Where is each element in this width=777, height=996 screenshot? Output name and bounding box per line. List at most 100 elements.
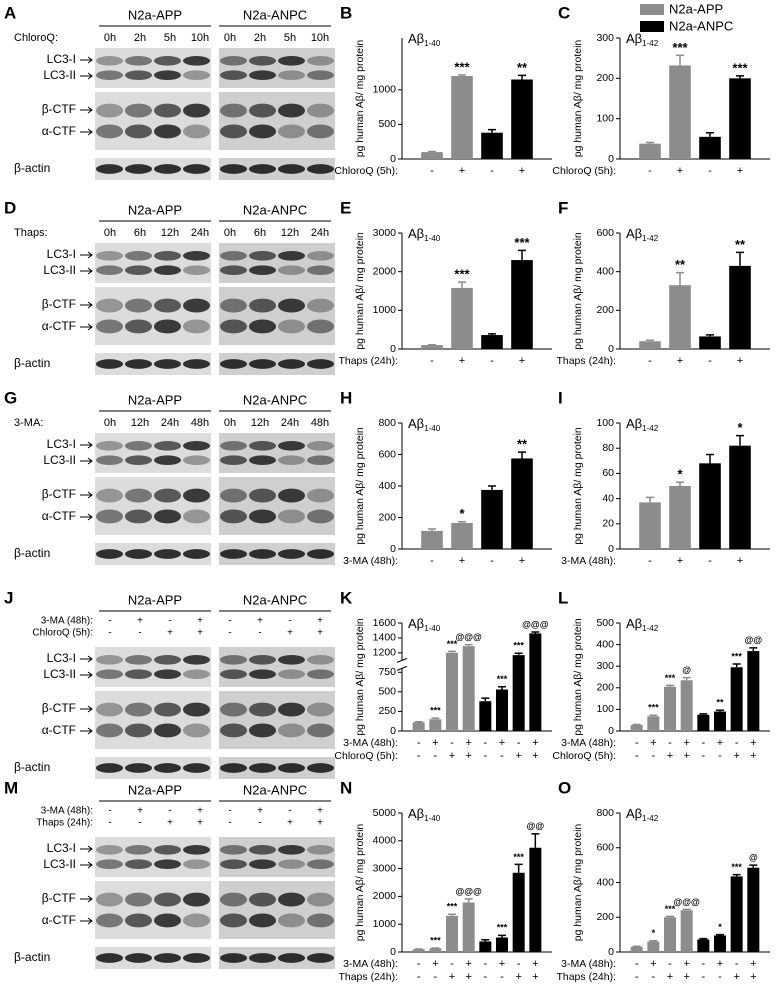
condition-label: 3-MA (48h): (41, 806, 93, 817)
y-tick-label: 250 (378, 705, 396, 717)
error-bar (706, 334, 714, 337)
blot-band (278, 164, 305, 174)
y-tick-label: 100 (596, 112, 614, 124)
chart-label: Aβ1-40 (408, 806, 441, 823)
chart-label: Aβ1-42 (626, 806, 659, 823)
blot-band (96, 319, 123, 334)
error-bar (518, 74, 526, 80)
blot-band (278, 509, 305, 524)
condition-mark: + (750, 958, 756, 970)
blot-strip (95, 757, 211, 779)
blot-band (220, 655, 247, 665)
condition-mark: + (519, 355, 525, 367)
blot-band (307, 913, 334, 928)
blot-band (154, 164, 181, 174)
significance: * (652, 928, 656, 938)
condition-mark: + (717, 958, 723, 970)
bar (429, 719, 442, 731)
blot-band (220, 845, 247, 855)
bar (451, 523, 473, 549)
significance: @@ (527, 821, 545, 831)
blot-band (249, 359, 276, 369)
condition-mark: - (138, 628, 141, 639)
condition-mark: + (650, 737, 656, 749)
blot-strip (219, 48, 335, 88)
condition-label: Thaps (24h): (338, 355, 398, 367)
blot-band (125, 455, 152, 466)
bar (462, 646, 475, 731)
condition-mark: + (499, 958, 505, 970)
band-label: β-actin (14, 356, 50, 370)
band-arrow (80, 441, 93, 449)
error-bar (458, 281, 466, 288)
blot-strip (219, 353, 335, 375)
blot-band (249, 845, 276, 855)
error-bar (706, 132, 714, 137)
lane-label: 12h (161, 227, 179, 239)
condition-mark: + (197, 628, 203, 639)
blot-band (307, 702, 334, 717)
error-bar (481, 697, 490, 702)
condition-mark: + (750, 737, 756, 749)
condition-mark: - (228, 806, 231, 817)
blot-band (183, 298, 210, 313)
bar (680, 910, 693, 952)
condition-mark: - (483, 971, 487, 983)
condition-label: ChloroQ (5h): (552, 165, 616, 177)
bar (412, 949, 425, 952)
condition-mark: + (317, 628, 323, 639)
condition-mark: + (257, 616, 263, 627)
significance: @@@ (456, 632, 483, 642)
bar (512, 872, 525, 952)
error-bar (518, 451, 526, 459)
blot-band (278, 56, 305, 66)
y-tick-label: 600 (378, 448, 396, 460)
condition-mark: - (635, 958, 639, 970)
blot-strip (95, 48, 211, 88)
blot-band (183, 913, 210, 928)
blot-strip (219, 158, 335, 180)
panel-letter: G (4, 388, 17, 407)
blot-band (278, 70, 305, 80)
panel-letter: J (4, 588, 13, 607)
label-sub: 1-40 (424, 234, 441, 243)
y-tick-label: 300 (596, 32, 614, 44)
blot-band (96, 845, 123, 855)
blot-band (154, 845, 181, 855)
condition-label: 3-MA (48h): (41, 616, 93, 627)
blot-band (220, 702, 247, 717)
condition-mark: + (532, 958, 538, 970)
error-bar (428, 150, 436, 153)
panel-letter: C (558, 3, 570, 22)
condition-mark: + (197, 616, 203, 627)
condition-mark: - (635, 750, 639, 762)
band-label: LC3-II (43, 857, 76, 871)
panel-letter: D (4, 198, 16, 217)
significance: *** (497, 923, 508, 933)
significance: *** (665, 673, 676, 683)
blot-band (96, 913, 123, 928)
blot-band (154, 723, 181, 738)
panel-letter: I (558, 388, 563, 407)
blot-band (125, 859, 152, 869)
condition-mark: - (708, 165, 712, 177)
error-bar (646, 339, 654, 342)
condition-mark: - (228, 818, 231, 829)
panel-letter: O (558, 778, 571, 797)
blot-band (96, 549, 123, 559)
blot-band (307, 265, 334, 276)
blot-band (220, 859, 247, 869)
error-bar (646, 141, 654, 144)
y-tick-label: 800 (596, 807, 614, 819)
condition-mark: - (718, 971, 722, 983)
condition-mark: - (108, 628, 111, 639)
blot-strip (95, 477, 211, 535)
lane-label: 6h (134, 227, 146, 239)
blot-band (154, 251, 181, 261)
blot-band (278, 763, 305, 773)
chart-label: Aβ1-42 (626, 616, 659, 633)
lane-label: 48h (191, 417, 209, 429)
label-main: Aβ (408, 226, 424, 241)
bar (421, 530, 443, 549)
